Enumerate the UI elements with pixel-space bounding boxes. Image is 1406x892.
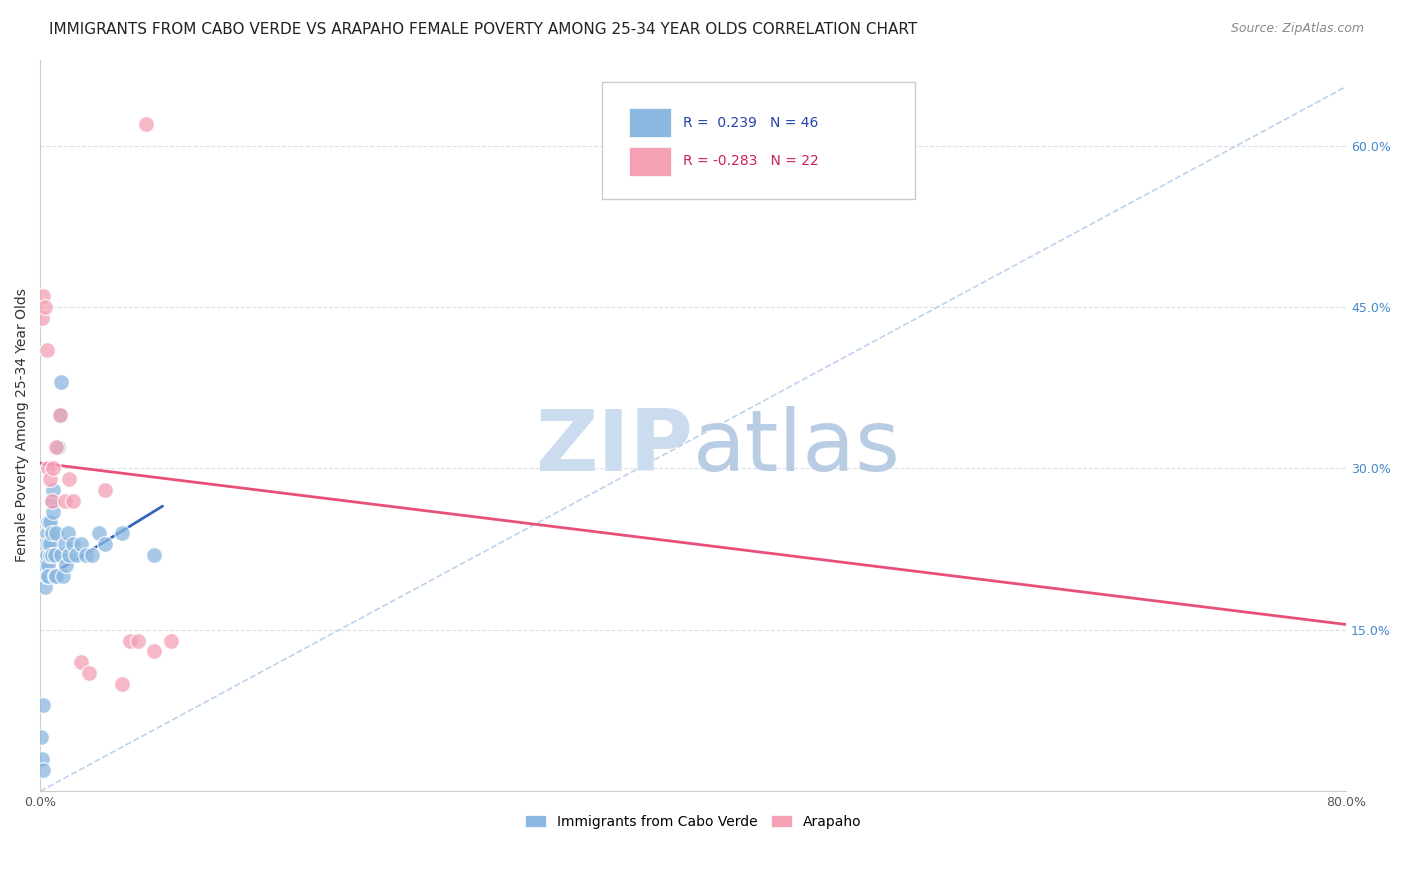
FancyBboxPatch shape [630,108,671,137]
Point [38,537,60,551]
Point [30,731,52,745]
Point [75,548,97,562]
Point [42,504,65,518]
Point [118,633,141,648]
Point [38,516,60,530]
Point [111,526,134,541]
Point [51,548,73,562]
Point [45,526,67,541]
Point [32,763,55,777]
Point [94,537,117,551]
Point [70,537,93,551]
Point [34,300,56,314]
Point [45,569,67,583]
Point [34,558,56,573]
Text: ZIP: ZIP [536,406,693,489]
Point [44,548,66,562]
Point [32,569,55,583]
Point [52,569,75,583]
Point [55,558,77,573]
Text: R = -0.283   N = 22: R = -0.283 N = 22 [683,154,818,169]
Point [51,376,73,390]
Text: IMMIGRANTS FROM CABO VERDE VS ARAPAHO FEMALE POVERTY AMONG 25-34 YEAR OLDS CORRE: IMMIGRANTS FROM CABO VERDE VS ARAPAHO FE… [49,22,918,37]
Point [32,548,55,562]
Point [34,580,56,594]
Point [41,526,63,541]
Point [48,408,70,422]
FancyBboxPatch shape [630,146,671,176]
Point [62,537,84,551]
Point [87,526,110,541]
Point [48,408,70,422]
Point [77,665,100,680]
Point [35,343,58,358]
Point [41,548,63,562]
Point [41,493,63,508]
Point [65,548,87,562]
Point [42,461,65,475]
Point [159,633,181,648]
Y-axis label: Female Poverty Among 25-34 Year Olds: Female Poverty Among 25-34 Year Olds [15,288,30,562]
Point [82,548,104,562]
Point [37,558,59,573]
Point [35,548,58,562]
Point [37,461,59,475]
Point [41,493,63,508]
Point [135,117,157,131]
Point [56,526,79,541]
Point [53,493,76,508]
Point [31,752,53,766]
FancyBboxPatch shape [602,81,915,199]
Point [143,548,166,562]
Point [38,472,60,486]
Point [34,537,56,551]
Point [127,633,149,648]
Point [62,493,84,508]
Point [58,548,80,562]
Point [143,644,166,658]
Point [31,698,53,713]
Point [31,310,53,325]
Point [38,548,60,562]
Point [70,655,93,669]
Legend: Immigrants from Cabo Verde, Arapaho: Immigrants from Cabo Verde, Arapaho [517,807,869,836]
Point [46,440,69,454]
Point [37,569,59,583]
Point [35,569,58,583]
Point [94,483,117,497]
Point [45,440,67,454]
Point [35,526,58,541]
Point [44,569,66,583]
Point [42,483,65,497]
Point [53,537,76,551]
Text: R =  0.239   N = 46: R = 0.239 N = 46 [683,116,818,129]
Point [58,472,80,486]
Point [32,289,55,303]
Point [37,516,59,530]
Text: Source: ZipAtlas.com: Source: ZipAtlas.com [1230,22,1364,36]
Point [37,537,59,551]
Point [111,676,134,690]
Text: atlas: atlas [693,406,901,489]
